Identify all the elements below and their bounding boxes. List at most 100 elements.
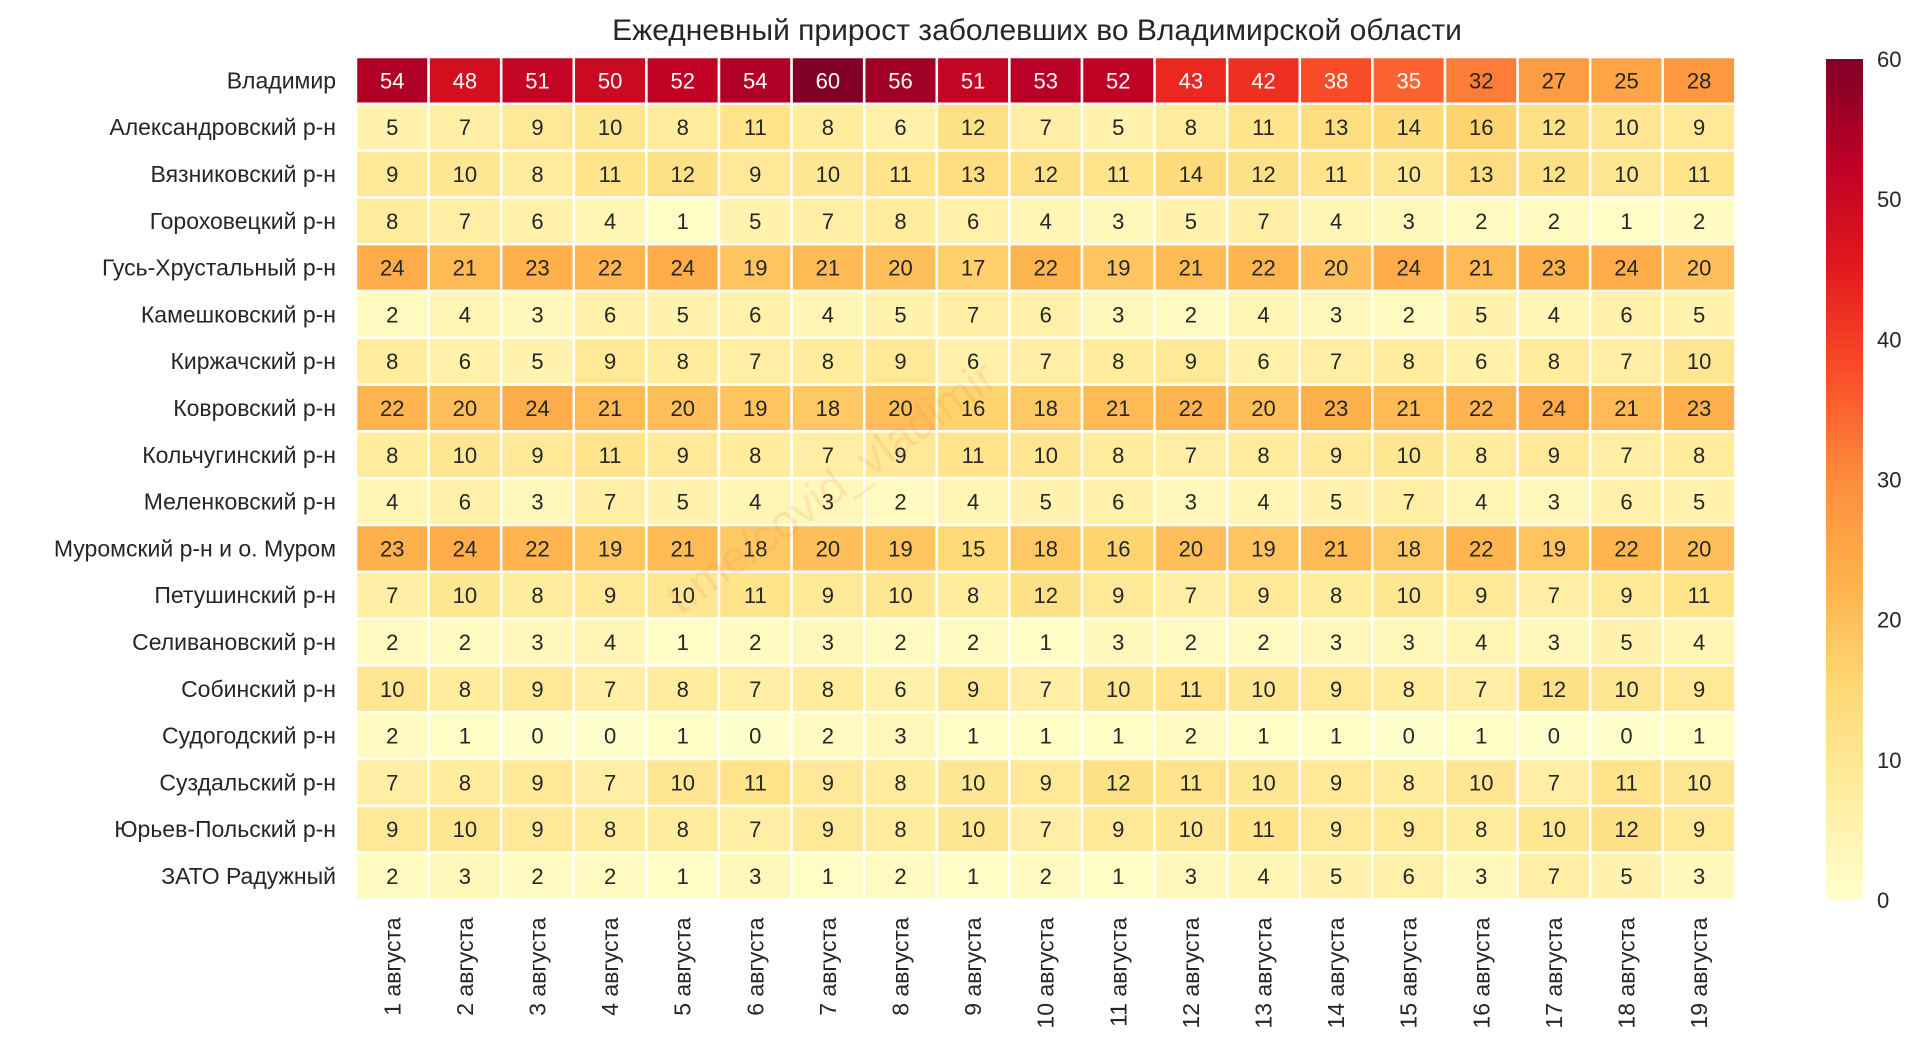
cell-value: 9 xyxy=(531,115,543,140)
cell-value: 6 xyxy=(1257,349,1269,374)
cell-value: 23 xyxy=(380,536,404,561)
cell-value: 3 xyxy=(1548,490,1560,515)
cell-value: 10 xyxy=(888,583,912,608)
heatmap-cell xyxy=(935,196,1011,246)
cell-value: 42 xyxy=(1251,68,1275,93)
column-label: 9 августа xyxy=(960,917,986,1016)
heatmap-cell xyxy=(1516,102,1592,152)
heatmap-cell xyxy=(1516,55,1592,106)
cell-value: 21 xyxy=(1469,256,1493,281)
column-label: 19 августа xyxy=(1686,917,1712,1028)
heatmap-cell xyxy=(1443,55,1519,106)
heatmap-cell xyxy=(572,196,648,246)
heatmap-cell xyxy=(645,242,721,293)
row-labels: Владимир Александровский р-н Вязниковский … xyxy=(54,67,336,889)
cell-value: 12 xyxy=(1033,583,1057,608)
cell-value: 1 xyxy=(1040,630,1052,655)
heatmap-cell xyxy=(935,570,1011,620)
cell-value: 5 xyxy=(677,302,689,327)
heatmap-cell xyxy=(572,289,648,340)
cell-value: 3 xyxy=(1475,864,1487,889)
cell-value: 6 xyxy=(1112,490,1124,515)
cell-value: 5 xyxy=(894,302,906,327)
cell-value: 23 xyxy=(1687,396,1711,421)
cell-value: 7 xyxy=(1185,583,1197,608)
cell-value: 5 xyxy=(1693,490,1705,515)
heatmap-cell xyxy=(499,383,576,433)
row-label: Гороховецкий р-н xyxy=(150,208,336,234)
heatmap-cell xyxy=(717,383,793,433)
column-label: 14 августа xyxy=(1323,917,1349,1028)
heatmap-cell xyxy=(1661,336,1737,386)
cell-value: 8 xyxy=(967,583,979,608)
cell-value: 9 xyxy=(822,770,834,795)
cell-value: 16 xyxy=(1106,536,1130,561)
heatmap-cell xyxy=(1371,242,1447,293)
cell-value: 3 xyxy=(1403,630,1415,655)
heatmap-cell xyxy=(1371,851,1447,901)
heatmap-cell xyxy=(1080,196,1156,246)
heatmap-cell xyxy=(1153,55,1229,106)
cell-value: 8 xyxy=(822,349,834,374)
cell-value: 54 xyxy=(743,68,767,93)
cell-value: 4 xyxy=(1257,302,1269,327)
column-label: 2 августа xyxy=(452,917,478,1016)
cell-value: 2 xyxy=(604,864,616,889)
cell-value: 6 xyxy=(1403,864,1415,889)
cell-value: 32 xyxy=(1469,68,1493,93)
colorbar-tick-label: 60 xyxy=(1877,47,1901,72)
heatmap-cell xyxy=(499,242,576,293)
cell-value: 8 xyxy=(822,677,834,702)
cell-value: 6 xyxy=(531,209,543,234)
cell-value: 4 xyxy=(459,302,471,327)
heatmap-cell xyxy=(1153,149,1229,199)
cell-value: 10 xyxy=(1687,770,1711,795)
heatmap-cell xyxy=(1443,664,1519,714)
heatmap-cell xyxy=(1008,196,1084,246)
cell-value: 7 xyxy=(1040,115,1052,140)
cell-value: 4 xyxy=(1475,630,1487,655)
heatmap-cell xyxy=(717,710,793,761)
cell-value: 11 xyxy=(744,770,767,795)
chart-title: Ежедневный прирост заболевших во Владими… xyxy=(612,14,1462,47)
cell-value: 8 xyxy=(894,817,906,842)
cell-value: 2 xyxy=(967,630,979,655)
cell-value: 9 xyxy=(1112,817,1124,842)
cell-value: 10 xyxy=(453,817,477,842)
cell-value: 10 xyxy=(1542,817,1566,842)
cell-value: 2 xyxy=(531,864,543,889)
heatmap-cell xyxy=(1661,289,1737,340)
cell-value: 9 xyxy=(1330,770,1342,795)
heatmap-cell xyxy=(935,710,1011,761)
cell-value: 3 xyxy=(459,864,471,889)
cell-value: 8 xyxy=(386,443,398,468)
heatmap-cell xyxy=(1080,242,1156,293)
cell-value: 7 xyxy=(386,770,398,795)
cell-value: 8 xyxy=(822,115,834,140)
cell-value: 23 xyxy=(1324,396,1348,421)
cell-value: 19 xyxy=(743,256,767,281)
cell-value: 16 xyxy=(1469,115,1493,140)
cell-value: 2 xyxy=(459,630,471,655)
colorbar-tick-label: 30 xyxy=(1877,468,1901,493)
cell-value: 7 xyxy=(1475,677,1487,702)
cell-value: 5 xyxy=(1112,115,1124,140)
cell-value: 8 xyxy=(459,770,471,795)
heatmap-cell xyxy=(862,289,939,340)
cell-value: 56 xyxy=(888,68,912,93)
cell-value: 11 xyxy=(1688,162,1711,187)
heatmap-cell xyxy=(1588,664,1665,714)
cell-value: 2 xyxy=(386,630,398,655)
cell-value: 8 xyxy=(1403,349,1415,374)
cell-value: 1 xyxy=(1620,209,1632,234)
cell-value: 22 xyxy=(525,536,549,561)
cell-value: 9 xyxy=(1620,583,1632,608)
cell-value: 21 xyxy=(816,256,840,281)
heatmap-cell xyxy=(1225,383,1302,433)
cell-value: 4 xyxy=(1330,209,1342,234)
heatmap-cell xyxy=(862,617,939,667)
cell-value: 3 xyxy=(1330,630,1342,655)
cell-value: 3 xyxy=(531,490,543,515)
cell-value: 13 xyxy=(1324,115,1348,140)
heatmap-cell xyxy=(862,851,939,901)
